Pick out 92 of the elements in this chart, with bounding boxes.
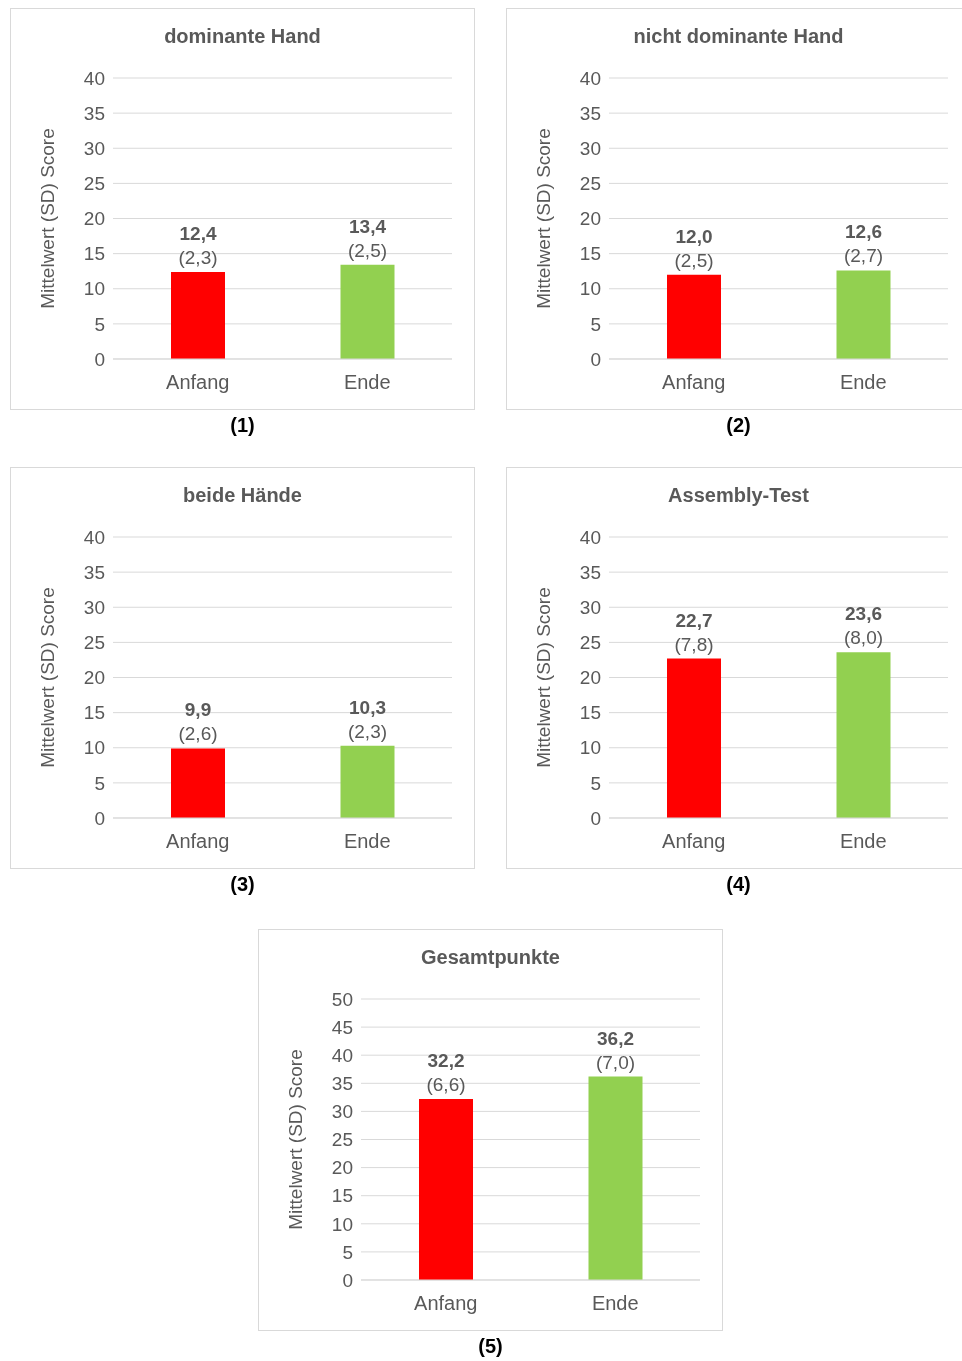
text: (5) (477, 1335, 504, 1358)
annotation: (2,5) (674, 249, 714, 271)
x-tick-label: Ende (839, 830, 887, 853)
chart-title: dominante Hand (163, 25, 322, 48)
annotation: (7,8) (674, 633, 714, 655)
x-tick-label: Anfang (414, 1292, 478, 1315)
y-tick-label: 20 (83, 208, 105, 230)
annotation: (7,0) (595, 1051, 636, 1073)
chart-title: nicht dominante Hand (632, 25, 845, 48)
y-tick-label: 0 (342, 1269, 353, 1291)
text: (4) (725, 873, 752, 896)
annotation: (2,3) (347, 720, 388, 742)
data-label: 13,4 (349, 215, 387, 237)
annotation: (2,7) (843, 245, 884, 267)
y-tick-label: 30 (579, 137, 601, 159)
annotation: (2,5) (347, 239, 388, 261)
y-axis-title: Mittelwert (SD) Score (284, 1049, 306, 1230)
chart-title: beide Hände (182, 484, 303, 507)
data-label: 23,6 (845, 603, 882, 625)
y-tick-label: 5 (590, 313, 601, 335)
y-tick-label: 40 (83, 67, 105, 89)
annotation: (8,0) (843, 627, 884, 649)
y-tick-label: 15 (579, 702, 601, 724)
y-tick-label: 25 (83, 173, 105, 195)
data-label: 36,2 (597, 1027, 634, 1049)
data-label: 12,0 (675, 225, 713, 247)
y-tick-label: 35 (83, 102, 105, 124)
x-tick-label: Anfang (662, 830, 726, 853)
data-label: 12,6 (845, 221, 882, 243)
y-tick-label: 15 (331, 1185, 353, 1207)
chart-title: Gesamtpunkte (420, 946, 561, 969)
y-tick-label: 5 (590, 772, 601, 794)
data-label: 10,3 (349, 696, 386, 718)
y-tick-label: 0 (590, 807, 601, 829)
y-tick-label: 25 (331, 1129, 353, 1151)
y-axis-title: Mittelwert (SD) Score (532, 587, 554, 768)
y-tick-label: 35 (83, 561, 105, 583)
y-tick-label: 30 (331, 1101, 353, 1123)
y-tick-label: 40 (83, 526, 105, 548)
y-tick-label: 20 (579, 667, 601, 689)
y-tick-label: 0 (590, 348, 601, 370)
y-tick-label: 45 (331, 1016, 353, 1038)
y-tick-label: 0 (94, 807, 105, 829)
y-tick-label: 40 (331, 1044, 353, 1066)
x-tick-label: Anfang (166, 371, 230, 394)
y-axis-title: Mittelwert (SD) Score (532, 128, 554, 309)
data-label: 12,4 (179, 222, 217, 244)
y-tick-label: 15 (579, 243, 601, 265)
x-tick-label: Anfang (166, 830, 230, 853)
y-tick-label: 50 (331, 988, 353, 1010)
y-tick-label: 20 (579, 208, 601, 230)
y-tick-label: 10 (579, 278, 601, 300)
annotation: (2,6) (178, 723, 218, 745)
annotation: (6,6) (426, 1074, 466, 1096)
y-tick-label: 25 (579, 632, 601, 654)
y-tick-label: 10 (331, 1213, 353, 1235)
y-tick-label: 10 (83, 737, 105, 759)
y-tick-label: 10 (83, 278, 105, 300)
y-tick-label: 15 (83, 702, 105, 724)
text: (1) (229, 414, 256, 437)
y-tick-label: 30 (83, 137, 105, 159)
y-tick-label: 40 (579, 526, 601, 548)
y-tick-label: 0 (94, 348, 105, 370)
chart-title: Assembly-Test (667, 484, 810, 507)
y-tick-label: 20 (331, 1157, 353, 1179)
text: (3) (229, 873, 256, 896)
data-label: 32,2 (427, 1050, 465, 1072)
annotation: (2,3) (178, 246, 218, 268)
y-tick-label: 20 (83, 667, 105, 689)
y-tick-label: 5 (342, 1241, 353, 1263)
y-tick-label: 30 (579, 596, 601, 618)
y-tick-label: 25 (579, 173, 601, 195)
y-tick-label: 35 (579, 561, 601, 583)
data-label: 9,9 (184, 699, 212, 721)
x-tick-label: Ende (839, 371, 887, 394)
y-axis-title: Mittelwert (SD) Score (36, 587, 58, 768)
y-axis-title: Mittelwert (SD) Score (36, 128, 58, 309)
y-tick-label: 35 (331, 1073, 353, 1095)
x-tick-label: Ende (343, 371, 391, 394)
y-tick-label: 40 (579, 67, 601, 89)
y-tick-label: 5 (94, 313, 105, 335)
y-tick-label: 35 (579, 102, 601, 124)
text: (2) (725, 414, 752, 437)
y-tick-label: 10 (579, 737, 601, 759)
y-tick-label: 5 (94, 772, 105, 794)
x-tick-label: Ende (343, 830, 391, 853)
x-tick-label: Ende (591, 1292, 639, 1315)
data-label: 22,7 (675, 609, 713, 631)
y-tick-label: 30 (83, 596, 105, 618)
y-tick-label: 15 (83, 243, 105, 265)
x-tick-label: Anfang (662, 371, 726, 394)
y-tick-label: 25 (83, 632, 105, 654)
